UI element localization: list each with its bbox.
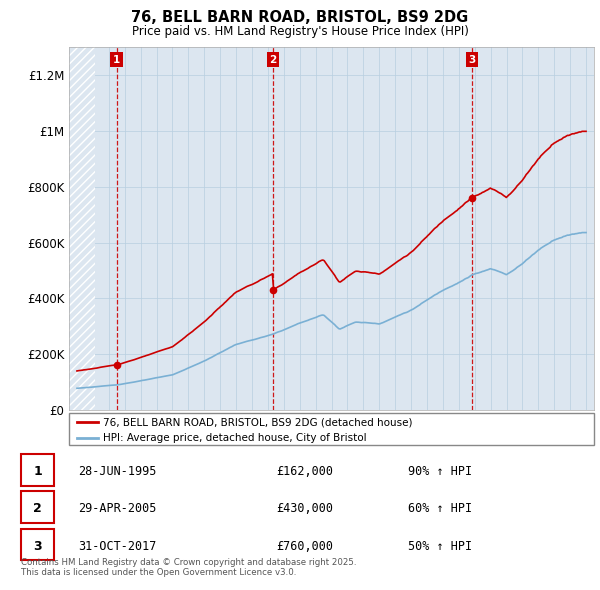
Text: 31-OCT-2017: 31-OCT-2017 — [78, 540, 157, 553]
Text: 1: 1 — [113, 55, 120, 65]
Text: £430,000: £430,000 — [276, 503, 333, 516]
Text: 60% ↑ HPI: 60% ↑ HPI — [408, 503, 472, 516]
Text: £760,000: £760,000 — [276, 540, 333, 553]
Text: 1: 1 — [33, 466, 42, 478]
Text: 2: 2 — [269, 55, 277, 65]
Text: 3: 3 — [33, 540, 42, 553]
Text: Contains HM Land Registry data © Crown copyright and database right 2025.
This d: Contains HM Land Registry data © Crown c… — [21, 558, 356, 577]
Text: 76, BELL BARN ROAD, BRISTOL, BS9 2DG (detached house): 76, BELL BARN ROAD, BRISTOL, BS9 2DG (de… — [103, 417, 413, 427]
Text: £162,000: £162,000 — [276, 466, 333, 478]
Text: 90% ↑ HPI: 90% ↑ HPI — [408, 466, 472, 478]
FancyBboxPatch shape — [69, 413, 594, 445]
Text: 2: 2 — [33, 503, 42, 516]
Text: 3: 3 — [469, 55, 476, 65]
Text: 28-JUN-1995: 28-JUN-1995 — [78, 466, 157, 478]
Bar — [69, 47, 95, 410]
Text: Price paid vs. HM Land Registry's House Price Index (HPI): Price paid vs. HM Land Registry's House … — [131, 25, 469, 38]
Text: 29-APR-2005: 29-APR-2005 — [78, 503, 157, 516]
Text: 50% ↑ HPI: 50% ↑ HPI — [408, 540, 472, 553]
Text: 76, BELL BARN ROAD, BRISTOL, BS9 2DG: 76, BELL BARN ROAD, BRISTOL, BS9 2DG — [131, 10, 469, 25]
Text: HPI: Average price, detached house, City of Bristol: HPI: Average price, detached house, City… — [103, 433, 367, 443]
